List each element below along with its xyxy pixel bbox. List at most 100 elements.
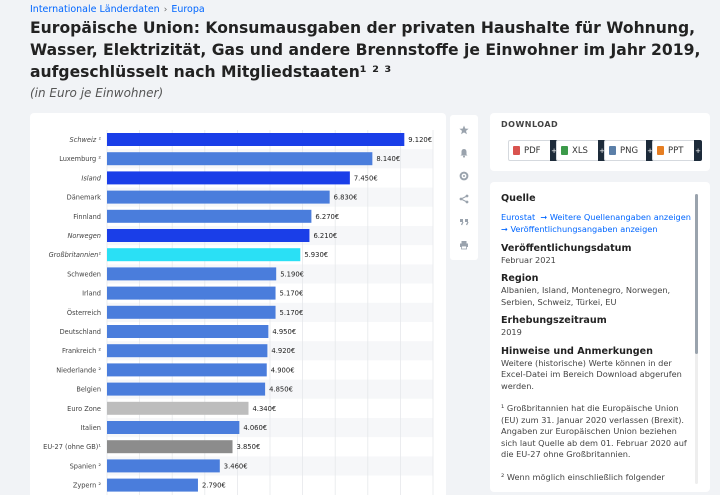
breadcrumb-link-europa[interactable]: Europa	[171, 4, 205, 15]
breadcrumb-link-laenderdaten[interactable]: Internationale Länderdaten	[30, 4, 160, 15]
plus-icon[interactable]: +	[694, 140, 702, 161]
category-label: Norwegen	[67, 232, 101, 240]
bar[interactable]	[107, 305, 276, 319]
bar[interactable]	[107, 421, 240, 434]
value-label: 8.140€	[376, 155, 400, 163]
share-icon[interactable]	[455, 190, 473, 208]
bar[interactable]	[107, 267, 277, 281]
category-label: Luxemburg ²	[59, 155, 101, 163]
bar[interactable]	[107, 401, 249, 415]
bar[interactable]	[107, 152, 373, 166]
chart-card: Schweiz ¹ 9.120€ Luxemburg ² 8.140€ Island 7.…	[30, 113, 446, 495]
info-panel: Quelle Eurostat ➞ Weitere Quellenangaben…	[490, 182, 710, 492]
xls-file-icon	[561, 146, 568, 155]
category-label: Finnland	[73, 213, 101, 221]
download-panel: DOWNLOAD PDF + XLS + PNG + PPT +	[490, 113, 710, 171]
value-label: 4.850€	[269, 386, 293, 394]
bar[interactable]	[107, 209, 312, 223]
notes-text: Weitere (historische) Werte können in de…	[501, 357, 682, 391]
star-icon[interactable]	[455, 121, 473, 139]
bar[interactable]	[107, 133, 405, 146]
category-label: Island	[81, 174, 101, 182]
download-xls-label: XLS	[572, 145, 588, 156]
bar[interactable]	[107, 190, 330, 204]
category-label: EU-27 (ohne GB)¹	[43, 443, 101, 451]
source-link-eurostat[interactable]: Eurostat	[501, 212, 536, 222]
category-label: Österreich	[67, 308, 101, 317]
region-heading: Region	[501, 273, 539, 284]
category-label: Frankreich ²	[62, 347, 101, 355]
value-label: 5.190€	[280, 270, 304, 278]
value-label: 2.790€	[202, 482, 226, 490]
value-label: 6.270€	[315, 213, 339, 221]
value-label: 5.170€	[280, 309, 304, 317]
category-label: Großbritannien¹	[49, 251, 102, 259]
region-text: Albanien, Island, Montenegro, Norwegen, …	[501, 285, 671, 307]
download-png-button[interactable]: PNG +	[604, 140, 654, 161]
value-label: 6.210€	[313, 232, 337, 240]
publication-date: Februar 2021	[501, 254, 556, 265]
gear-icon[interactable]	[455, 167, 473, 185]
ppt-file-icon	[657, 146, 664, 155]
download-pdf-button[interactable]: PDF +	[508, 140, 558, 161]
value-label: 4.060€	[243, 424, 267, 432]
bar[interactable]	[107, 459, 220, 473]
bar[interactable]	[107, 382, 266, 396]
value-label: 9.120€	[408, 136, 432, 144]
survey-period-heading: Erhebungszeitraum	[501, 315, 607, 326]
category-label: Zypern ²	[73, 482, 102, 490]
download-xls-button[interactable]: XLS +	[556, 140, 606, 161]
category-label: Euro Zone	[67, 405, 101, 413]
breadcrumb-separator: ›	[163, 4, 168, 15]
notes-heading: Hinweise und Anmerkungen	[501, 345, 653, 357]
category-label: Schweden	[67, 270, 101, 278]
quote-icon[interactable]	[455, 213, 473, 231]
bar[interactable]	[107, 440, 233, 454]
download-ppt-label: PPT	[668, 145, 684, 156]
value-label: 5.170€	[280, 290, 304, 298]
scrollbar-thumb[interactable]	[695, 194, 698, 354]
category-label: Belgien	[76, 386, 101, 394]
bar[interactable]	[107, 325, 269, 338]
bar[interactable]	[107, 478, 198, 492]
pdf-file-icon	[513, 146, 520, 155]
value-label: 4.920€	[271, 347, 295, 355]
png-file-icon	[609, 146, 616, 155]
plus-icon[interactable]: +	[598, 140, 606, 161]
bar[interactable]	[107, 344, 268, 358]
plus-icon[interactable]: +	[550, 140, 558, 161]
footnote-1: ¹ Großbritannien hat die Europäische Uni…	[501, 403, 687, 459]
category-label: Schweiz ¹	[70, 136, 102, 144]
source-heading: Quelle	[501, 193, 536, 204]
value-label: 5.930€	[304, 251, 328, 259]
bar[interactable]	[107, 248, 301, 262]
more-source-link[interactable]: ➞ Weitere Quellenangaben anzeigen	[540, 212, 691, 222]
value-label: 6.830€	[334, 194, 358, 202]
value-label: 4.950€	[272, 328, 296, 336]
category-label: Spanien ²	[70, 462, 102, 470]
bell-icon[interactable]	[455, 144, 473, 162]
download-heading: DOWNLOAD	[501, 120, 559, 129]
value-label: 3.850€	[237, 443, 261, 451]
publication-details-link[interactable]: ➞ Veröffentlichungsangaben anzeigen	[501, 224, 658, 234]
plus-icon[interactable]: +	[646, 140, 654, 161]
breadcrumb: Internationale Länderdaten › Europa	[30, 4, 205, 15]
value-label: 7.450€	[354, 174, 378, 182]
bar[interactable]	[107, 286, 276, 300]
category-label: Dänemark	[67, 194, 102, 202]
download-ppt-button[interactable]: PPT +	[652, 140, 702, 161]
page-title: Europäische Union: Konsumausgaben der pr…	[30, 19, 701, 81]
chart-toolbar	[450, 115, 478, 260]
bar[interactable]	[107, 171, 350, 185]
download-png-label: PNG	[620, 145, 639, 156]
print-icon[interactable]	[455, 236, 473, 254]
value-label: 4.340€	[252, 405, 276, 413]
download-pdf-label: PDF	[524, 145, 541, 156]
category-label: Italien	[81, 424, 101, 432]
bar[interactable]	[107, 363, 267, 377]
bar[interactable]	[107, 229, 310, 242]
publication-date-heading: Veröffentlichungsdatum	[501, 242, 632, 254]
value-label: 3.460€	[224, 462, 248, 470]
bar-chart: Schweiz ¹ 9.120€ Luxemburg ² 8.140€ Island 7.…	[43, 130, 434, 495]
page-subtitle: (in Euro je Einwohner)	[30, 86, 164, 100]
